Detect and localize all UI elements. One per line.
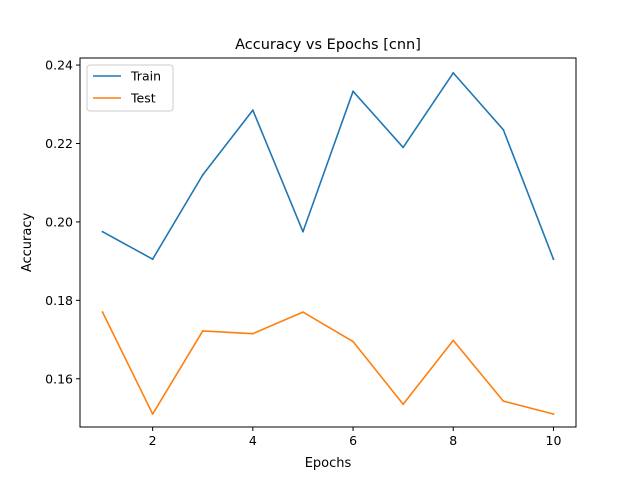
legend-label-test: Test	[130, 91, 156, 106]
data-point-train	[101, 230, 104, 233]
data-point-train	[402, 146, 405, 149]
plot-area	[80, 58, 576, 427]
data-point-train	[352, 90, 354, 93]
data-point-train	[251, 109, 254, 112]
data-point-test	[502, 400, 505, 403]
x-axis-label: Epochs	[305, 456, 352, 471]
series-line-train	[101, 72, 555, 261]
data-point-test	[452, 339, 455, 342]
data-point-test	[151, 413, 154, 415]
chart-title: Accuracy vs Epochs [cnn]	[235, 37, 421, 53]
data-point-test	[402, 403, 405, 406]
legend-label-train: Train	[130, 69, 161, 84]
series-lines	[101, 72, 555, 416]
y-tick-label: 0.24	[45, 58, 73, 73]
y-axis-label: Accuracy	[20, 213, 35, 273]
data-point-train	[452, 72, 455, 74]
x-tick-label: 2	[149, 433, 157, 448]
plot-frame	[79, 57, 577, 428]
series-line-test	[101, 311, 555, 416]
data-point-train	[151, 258, 154, 261]
data-point-train	[302, 230, 304, 233]
legend: Train Test	[86, 64, 174, 112]
x-tick-label: 8	[449, 433, 457, 448]
data-point-test	[552, 413, 555, 415]
data-point-train	[201, 173, 204, 176]
x-tick-label: 6	[349, 433, 357, 448]
x-axis-ticks: 2 4 6 8 10	[149, 427, 562, 448]
data-point-test	[101, 311, 104, 314]
y-axis-ticks: 0.16 0.18 0.20 0.22 0.24	[45, 58, 80, 386]
x-tick-label: 4	[249, 433, 257, 448]
data-point-train	[552, 258, 555, 261]
data-point-test	[302, 311, 304, 314]
y-tick-label: 0.18	[45, 293, 73, 308]
y-tick-label: 0.16	[45, 371, 73, 386]
y-tick-label: 0.22	[45, 136, 73, 151]
data-point-test	[251, 332, 254, 335]
data-point-test	[201, 330, 204, 332]
data-point-train	[502, 128, 505, 131]
x-tick-label: 10	[546, 433, 562, 448]
y-tick-label: 0.20	[45, 214, 73, 229]
data-point-test	[352, 340, 354, 343]
